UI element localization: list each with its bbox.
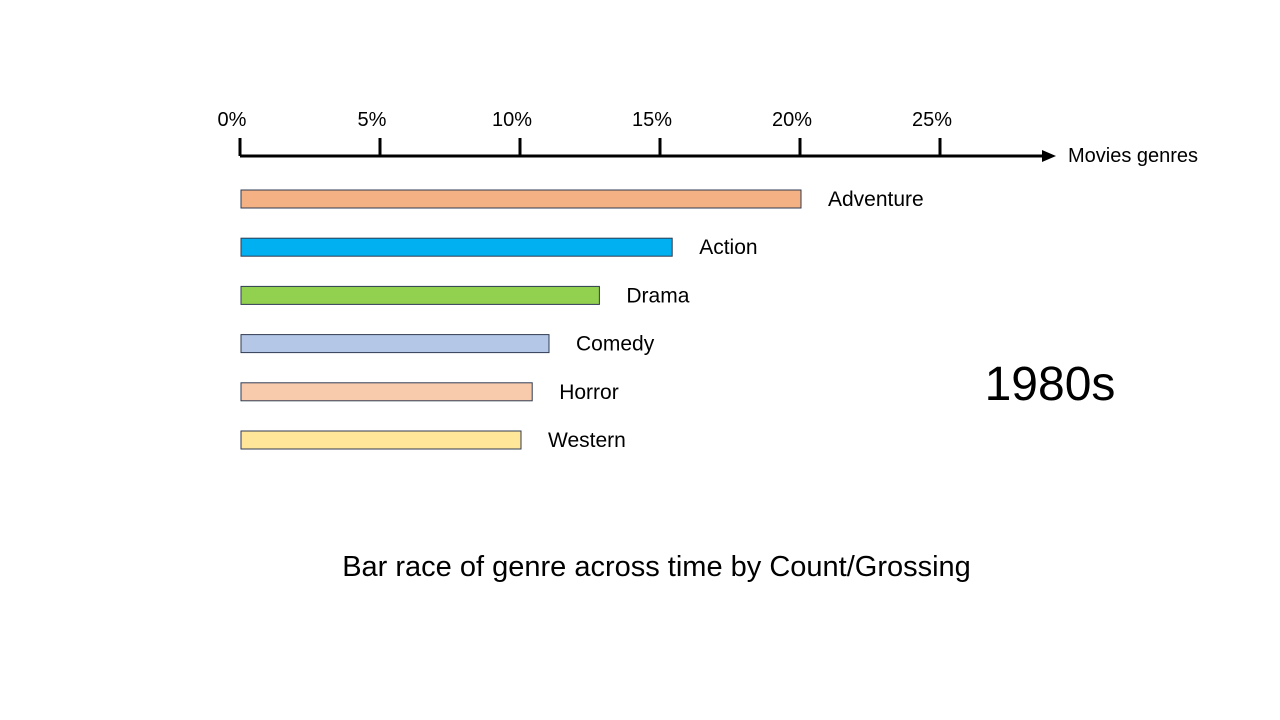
x-tick-label: 5%	[358, 109, 387, 131]
x-tick-label: 10%	[492, 109, 532, 131]
x-tick-label: 25%	[912, 109, 952, 131]
bar-label-adventure: Adventure	[828, 188, 924, 211]
bar-comedy	[240, 334, 550, 354]
bar-label-horror: Horror	[559, 381, 619, 404]
x-axis-ticks: 0% 5% 10% 15% 20% 25%	[218, 109, 952, 156]
x-tick-label: 15%	[632, 109, 672, 131]
bar-label-western: Western	[548, 429, 626, 452]
bar-label-action: Action	[699, 236, 757, 259]
bar-horror	[240, 382, 533, 402]
x-axis: Movies genres	[240, 145, 1198, 167]
bar-western	[240, 430, 522, 450]
chart-title: Bar race of genre across time by Count/G…	[342, 551, 971, 583]
x-tick-label: 20%	[772, 109, 812, 131]
period-label: 1980s	[984, 358, 1116, 411]
bar-drama	[240, 285, 600, 305]
x-axis-arrowhead	[1042, 150, 1056, 162]
bar-label-drama: Drama	[626, 284, 689, 307]
bar-action	[240, 237, 673, 257]
bars: Adventure Action Drama Comedy Horror Western	[240, 188, 924, 452]
x-tick-label: 0%	[218, 109, 247, 131]
x-axis-label: Movies genres	[1068, 145, 1198, 167]
bar-adventure	[240, 189, 802, 209]
bar-label-comedy: Comedy	[576, 333, 655, 356]
